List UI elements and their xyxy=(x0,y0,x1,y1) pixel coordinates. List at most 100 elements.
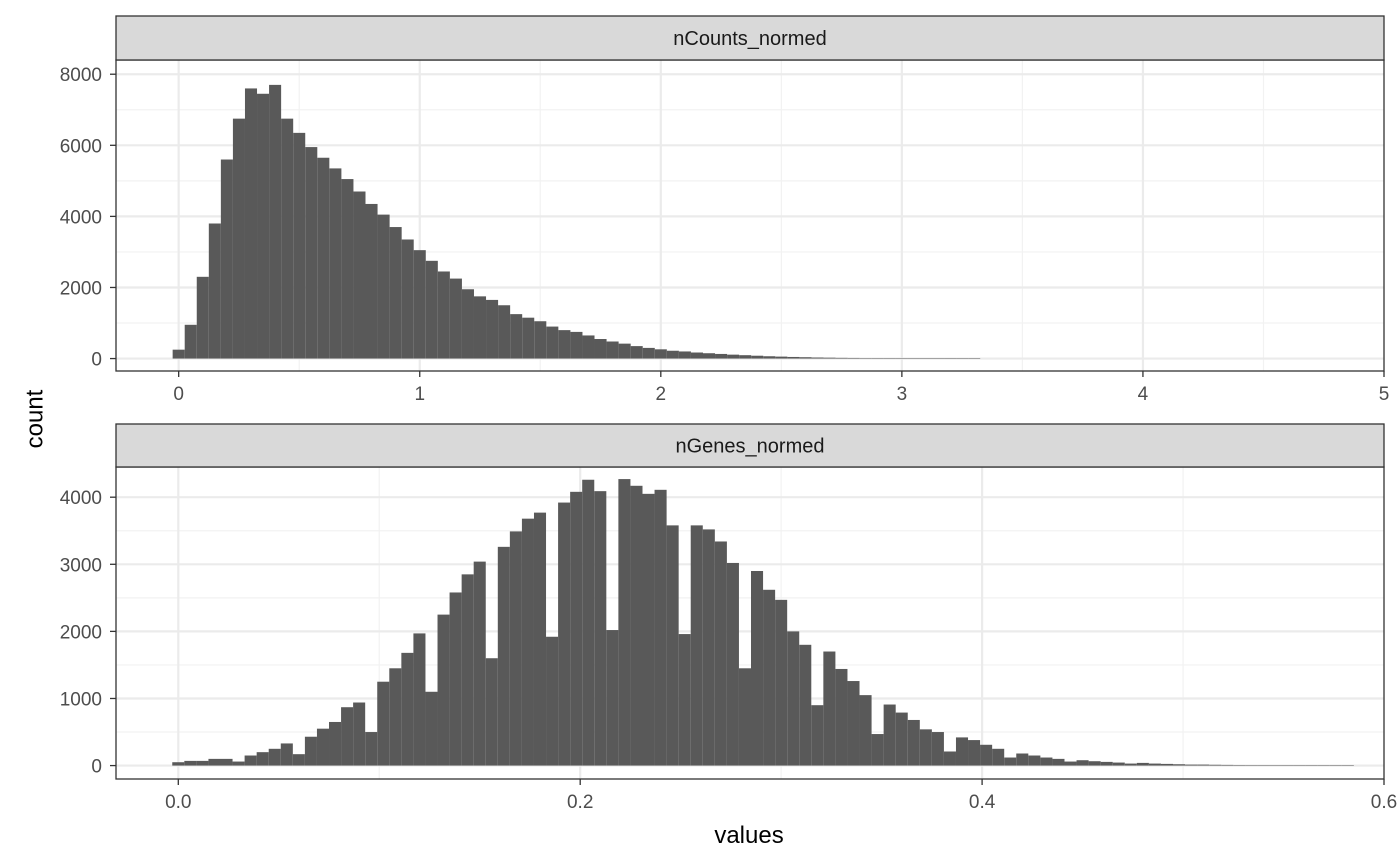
histogram-bar xyxy=(907,358,920,359)
histogram-bar xyxy=(1076,760,1089,766)
histogram-bar xyxy=(317,157,330,359)
histogram-bar xyxy=(944,358,957,359)
x-tick-label: 5 xyxy=(1379,384,1390,405)
y-tick-label: 4000 xyxy=(60,488,102,509)
histogram-bar xyxy=(835,357,848,359)
histogram-bar xyxy=(570,331,583,359)
histogram-bar xyxy=(654,349,667,359)
x-tick-label: 0 xyxy=(173,384,184,405)
histogram-bar xyxy=(871,734,884,766)
histogram-bar xyxy=(1040,757,1053,766)
histogram-bar xyxy=(654,489,667,766)
histogram-bar xyxy=(823,357,836,359)
histogram-bar xyxy=(256,752,269,766)
histogram-bar xyxy=(461,289,474,359)
histogram-bar xyxy=(1160,763,1174,766)
histogram-bar xyxy=(449,278,462,359)
histogram-bar xyxy=(473,296,487,359)
histogram-bars xyxy=(172,84,981,359)
histogram-bar xyxy=(220,758,233,766)
histogram-bar xyxy=(281,118,294,359)
histogram-bar xyxy=(292,754,305,766)
histogram-bar xyxy=(534,321,547,359)
histogram-bar xyxy=(533,512,547,766)
histogram-bar xyxy=(847,357,860,359)
histogram-bar xyxy=(316,728,330,766)
histogram-bar xyxy=(172,762,185,766)
histogram-bar xyxy=(341,179,354,359)
histogram-bar xyxy=(1004,757,1017,766)
histogram-bar xyxy=(1245,765,1258,766)
histogram-bar xyxy=(702,529,715,766)
x-tick-label: 0.4 xyxy=(969,792,996,813)
histogram-bar xyxy=(666,350,679,359)
histogram-bar xyxy=(377,214,390,359)
histogram-bar xyxy=(305,147,318,359)
histogram-bar xyxy=(257,93,270,359)
histogram-bar xyxy=(618,343,631,359)
histogram-bar xyxy=(739,355,752,359)
histogram-bar xyxy=(690,352,703,359)
histogram-bar xyxy=(1016,753,1029,766)
histogram-bar xyxy=(1185,764,1198,766)
histogram-bar xyxy=(666,525,679,766)
x-tick-label: 0.2 xyxy=(567,792,593,813)
x-axis-title: values xyxy=(714,822,783,849)
histogram-bar xyxy=(1100,761,1113,766)
histogram-bar xyxy=(738,668,752,766)
histogram-bar xyxy=(365,732,378,766)
histogram-bar xyxy=(546,326,559,359)
histogram-bar xyxy=(353,191,366,359)
histogram-bar xyxy=(389,227,402,359)
histogram-bar xyxy=(1341,765,1354,766)
y-tick-label: 0 xyxy=(91,350,102,371)
histogram-bar xyxy=(1329,765,1342,766)
histogram-bar xyxy=(630,346,643,359)
histogram-bar xyxy=(763,589,776,766)
histogram-bar xyxy=(787,631,800,766)
histogram-bars xyxy=(172,479,1354,766)
histogram-bar xyxy=(895,712,908,766)
histogram-bar xyxy=(1257,765,1270,766)
histogram-bar xyxy=(690,525,703,766)
histogram-bar xyxy=(377,681,390,766)
histogram-bar xyxy=(582,335,595,359)
histogram-bar xyxy=(955,737,969,766)
histogram-bar xyxy=(570,491,583,766)
histogram-bar xyxy=(497,546,510,766)
histogram-bar xyxy=(582,479,595,766)
histogram-bar xyxy=(232,761,245,766)
histogram-bar xyxy=(895,358,908,359)
histogram-bar xyxy=(594,339,607,359)
histogram-bar xyxy=(461,574,474,766)
histogram-bar xyxy=(413,250,426,359)
histogram-bar xyxy=(196,276,209,359)
histogram-bar xyxy=(280,743,293,766)
histogram-bar xyxy=(907,719,920,766)
histogram-bar xyxy=(956,358,969,359)
histogram-bar xyxy=(304,736,317,766)
histogram-bar xyxy=(485,658,498,766)
histogram-bar xyxy=(919,729,932,766)
histogram-bar xyxy=(787,356,800,359)
histogram-bar xyxy=(1293,765,1306,766)
histogram-bar xyxy=(968,740,981,766)
histogram-bar xyxy=(558,330,571,359)
histogram-bar xyxy=(208,758,221,766)
histogram-bar xyxy=(751,355,764,359)
x-tick-label: 2 xyxy=(656,384,667,405)
histogram-bar xyxy=(509,531,522,766)
histogram-bar xyxy=(847,681,860,766)
histogram-bar xyxy=(293,132,306,359)
histogram-bar xyxy=(401,652,414,766)
histogram-bar xyxy=(401,239,414,359)
x-tick-label: 1 xyxy=(414,384,425,405)
histogram-bar xyxy=(859,695,872,766)
histogram-bar xyxy=(775,599,788,766)
histogram-bar xyxy=(980,744,993,766)
histogram-bar xyxy=(799,357,812,359)
panel-1: nCounts_normed 0 1 2 3 4 5 0 2000 4000 6000 8000 xyxy=(60,15,1390,405)
y-tick-label: 6000 xyxy=(60,136,102,157)
histogram-bar xyxy=(437,271,450,359)
